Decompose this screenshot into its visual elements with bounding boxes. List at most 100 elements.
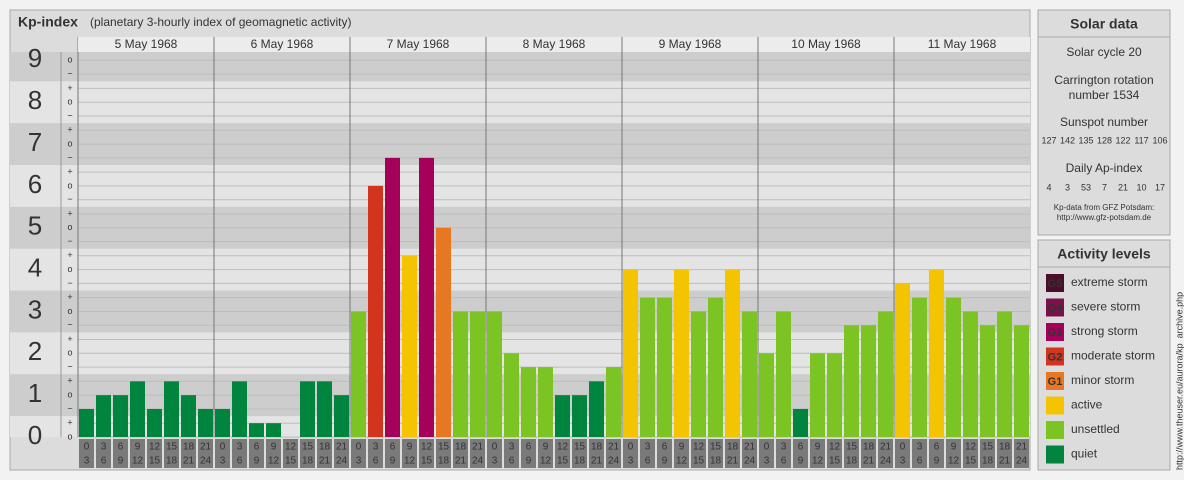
y-minor-tick-label: o bbox=[67, 306, 72, 316]
y-tick-label: 4 bbox=[28, 252, 42, 282]
hour-box bbox=[232, 439, 247, 468]
sunspot-number: 117 bbox=[1134, 135, 1148, 145]
hour-start: 21 bbox=[472, 442, 484, 453]
ap-value: 7 bbox=[1102, 182, 1107, 192]
legend-swatch bbox=[1046, 445, 1064, 464]
bar bbox=[215, 408, 230, 437]
hour-end: 9 bbox=[662, 456, 668, 467]
hour-start: 6 bbox=[390, 442, 396, 453]
hour-end: 24 bbox=[472, 456, 484, 467]
y-minor-tick-label: o bbox=[67, 264, 72, 274]
bar bbox=[776, 311, 791, 437]
hour-box bbox=[147, 439, 162, 468]
hour-start: 18 bbox=[183, 442, 195, 453]
bar bbox=[334, 395, 349, 437]
hour-end: 6 bbox=[509, 456, 515, 467]
y-minor-tick-label: o bbox=[67, 55, 72, 65]
hour-end: 24 bbox=[200, 456, 212, 467]
hour-start: 0 bbox=[900, 442, 906, 453]
hour-box bbox=[1014, 439, 1029, 468]
bar bbox=[810, 353, 825, 437]
y-minor-tick-label: + bbox=[67, 334, 72, 344]
hour-box bbox=[606, 439, 621, 468]
y-minor-tick-label: + bbox=[67, 208, 72, 218]
hour-end: 18 bbox=[846, 456, 858, 467]
bar bbox=[385, 157, 400, 437]
hour-start: 21 bbox=[744, 442, 756, 453]
sunspot-number: 106 bbox=[1152, 135, 1167, 145]
hour-start: 3 bbox=[101, 442, 107, 453]
legend-swatch bbox=[1046, 323, 1064, 341]
hour-start: 9 bbox=[679, 442, 685, 453]
hour-end: 15 bbox=[149, 456, 161, 467]
hour-end: 3 bbox=[900, 456, 906, 467]
hour-end: 12 bbox=[268, 456, 280, 467]
bar bbox=[198, 408, 213, 437]
day-label: 8 May 1968 bbox=[523, 37, 586, 51]
hour-box bbox=[657, 439, 672, 468]
sunspot-number: 122 bbox=[1115, 135, 1130, 145]
sunspot-number: 142 bbox=[1060, 135, 1075, 145]
hour-end: 18 bbox=[166, 456, 178, 467]
bar bbox=[759, 353, 774, 437]
hour-end: 9 bbox=[526, 456, 532, 467]
hour-box bbox=[521, 439, 536, 468]
y-minor-tick-label: o bbox=[67, 97, 72, 107]
hour-box bbox=[504, 439, 519, 468]
legend-title: Activity levels bbox=[1057, 246, 1151, 262]
legend-swatch bbox=[1046, 347, 1064, 366]
bar bbox=[1014, 325, 1029, 437]
sunspot-number: 128 bbox=[1097, 135, 1112, 145]
y-minor-tick-label: o bbox=[67, 222, 72, 232]
legend-label: unsettled bbox=[1071, 422, 1120, 436]
bar bbox=[419, 157, 434, 437]
hour-end: 9 bbox=[934, 456, 940, 467]
legend-swatch bbox=[1046, 396, 1064, 415]
y-minor-tick-label: + bbox=[67, 250, 72, 260]
hour-box bbox=[130, 439, 145, 468]
bar bbox=[351, 311, 366, 437]
hour-end: 9 bbox=[390, 456, 396, 467]
day-label: 7 May 1968 bbox=[387, 37, 450, 51]
hour-box bbox=[793, 439, 808, 468]
hour-start: 0 bbox=[764, 442, 770, 453]
bar bbox=[674, 269, 689, 437]
hour-start: 6 bbox=[662, 442, 668, 453]
hour-end: 6 bbox=[917, 456, 923, 467]
hour-end: 18 bbox=[710, 456, 722, 467]
hour-start: 21 bbox=[608, 442, 620, 453]
hour-end: 21 bbox=[455, 456, 467, 467]
hour-box bbox=[963, 439, 978, 468]
legend-badge: G1 bbox=[1048, 376, 1063, 388]
legend-label: severe storm bbox=[1071, 300, 1140, 314]
bar bbox=[861, 325, 876, 437]
hour-box bbox=[96, 439, 111, 468]
bar bbox=[317, 381, 332, 437]
hour-start: 18 bbox=[319, 442, 331, 453]
hour-box bbox=[895, 439, 910, 468]
hour-start: 15 bbox=[982, 442, 994, 453]
hour-box bbox=[997, 439, 1012, 468]
bar bbox=[980, 325, 995, 437]
hour-box bbox=[623, 439, 638, 468]
hour-box bbox=[980, 439, 995, 468]
hour-box bbox=[79, 439, 94, 468]
bar bbox=[266, 423, 281, 437]
hour-start: 15 bbox=[710, 442, 722, 453]
y-minor-tick-label: − bbox=[67, 361, 72, 371]
hour-end: 3 bbox=[764, 456, 770, 467]
hour-start: 6 bbox=[526, 442, 532, 453]
legend-swatch bbox=[1046, 372, 1064, 390]
hour-box bbox=[929, 439, 944, 468]
hour-start: 18 bbox=[999, 442, 1011, 453]
hour-end: 21 bbox=[183, 456, 195, 467]
day-label: 11 May 1968 bbox=[928, 37, 997, 51]
legend-label: minor storm bbox=[1071, 373, 1134, 387]
hour-start: 3 bbox=[917, 442, 923, 453]
hour-box bbox=[198, 439, 213, 468]
bar bbox=[555, 395, 570, 437]
hour-box bbox=[351, 439, 366, 468]
hour-end: 18 bbox=[438, 456, 450, 467]
